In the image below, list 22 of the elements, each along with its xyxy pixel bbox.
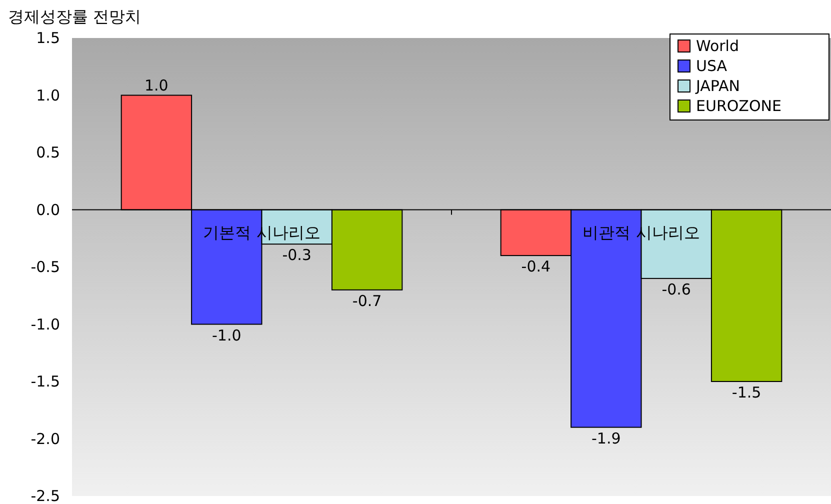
chart-title: 경제성장률 전망치 [8,7,142,26]
data-label: -0.6 [662,280,691,298]
y-tick-label: -2.5 [30,487,60,504]
legend-label: USA [696,57,728,75]
y-tick-label: 0.0 [36,200,60,219]
data-label: -0.3 [282,246,312,264]
data-label: -1.9 [592,429,621,448]
data-label: 1.0 [144,76,168,94]
data-label: -0.7 [352,292,382,310]
data-label: -1.0 [212,326,242,344]
y-tick-label: -2.0 [30,430,60,448]
y-tick-label: -1.5 [30,372,60,390]
y-tick-label: 0.5 [36,144,60,162]
data-label: -0.4 [521,258,551,276]
y-tick-label: -0.5 [30,258,60,276]
y-tick-label: 1.5 [36,29,60,47]
y-tick-label: -1.0 [30,315,60,334]
legend-label: JAPAN [695,77,740,95]
data-label: -1.5 [732,384,762,402]
legend-label: World [696,37,739,55]
legend-label: EUROZONE [696,97,782,115]
y-tick-label: 1.0 [36,86,60,104]
